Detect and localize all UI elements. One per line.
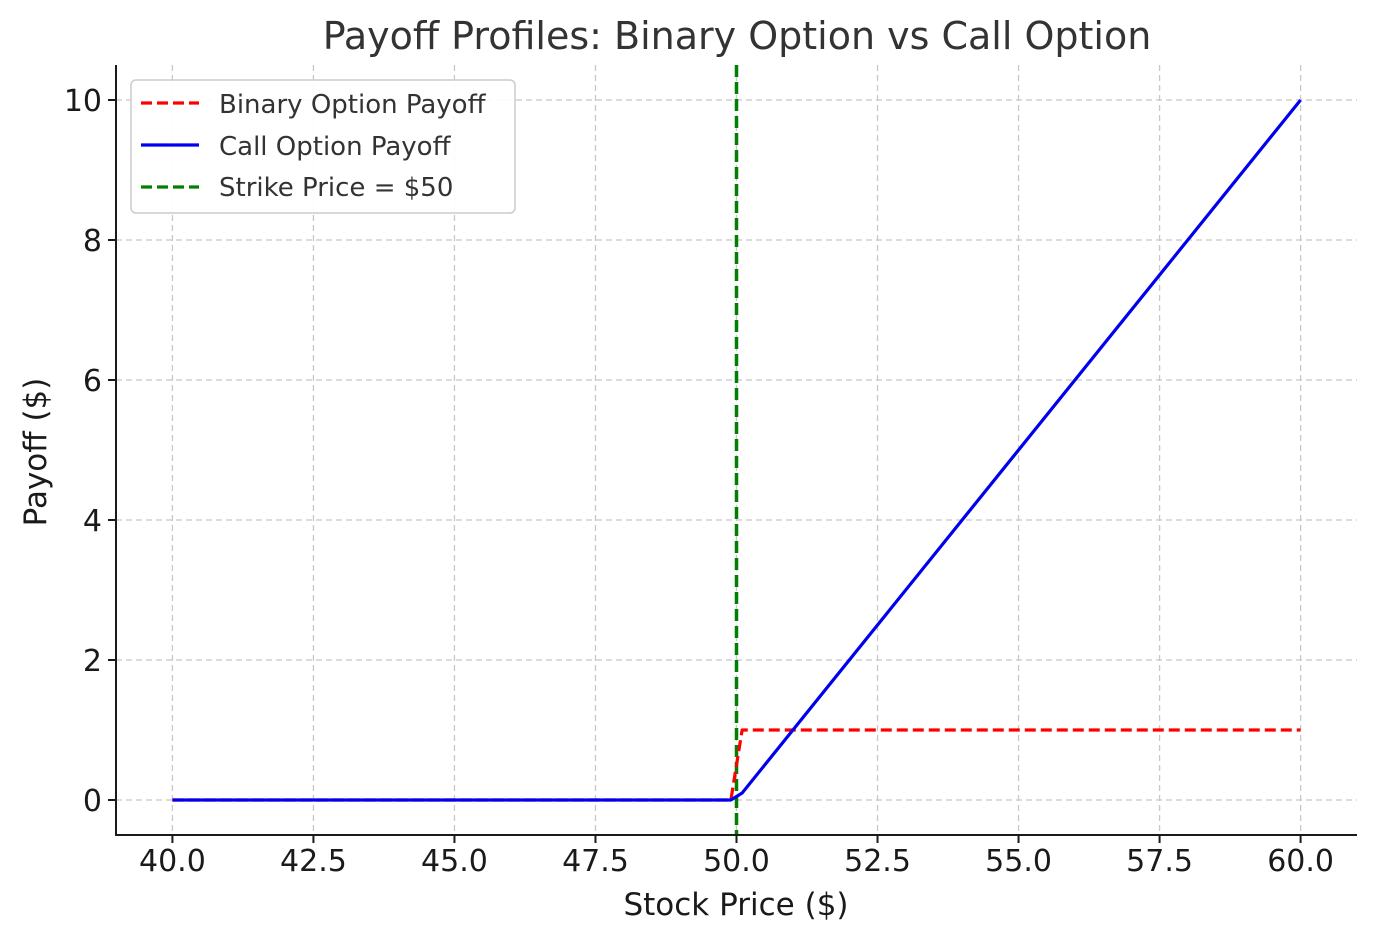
y-tick-label: 2 xyxy=(83,644,102,679)
call-option-payoff-line xyxy=(172,98,1302,802)
y-tick-label: 6 xyxy=(83,364,102,399)
x-tick-label: 47.5 xyxy=(562,844,629,879)
x-tick-label: 40.0 xyxy=(139,844,206,879)
axes xyxy=(115,65,1357,836)
y-tick-label: 0 xyxy=(83,784,102,819)
y-axis-ticks: 0 2 4 6 8 10 xyxy=(64,84,116,819)
x-tick-label: 42.5 xyxy=(280,844,347,879)
axis-spines xyxy=(115,65,1357,836)
legend-label-binary: Binary Option Payoff xyxy=(219,90,487,120)
x-axis-label: Stock Price ($) xyxy=(623,887,848,923)
x-tick-label: 55.0 xyxy=(985,844,1052,879)
legend: Binary Option Payoff Call Option Payoff … xyxy=(130,79,516,214)
x-tick-label: 52.5 xyxy=(844,844,911,879)
x-tick-label: 50.0 xyxy=(703,844,770,879)
y-tick-label: 10 xyxy=(64,84,102,119)
y-tick-label: 8 xyxy=(83,224,102,259)
y-axis-label: Payoff ($) xyxy=(18,378,54,527)
x-tick-label: 57.5 xyxy=(1126,844,1193,879)
legend-frame xyxy=(130,79,516,214)
x-axis-ticks: 40.0 42.5 45.0 47.5 50.0 52.5 55.0 57.5 60.0 xyxy=(139,835,1334,879)
x-tick-label: 60.0 xyxy=(1267,844,1334,879)
legend-label-call: Call Option Payoff xyxy=(219,132,452,162)
plot-series xyxy=(172,65,1302,835)
y-tick-label: 4 xyxy=(83,504,102,539)
x-tick-label: 45.0 xyxy=(421,844,488,879)
chart-title: Payoff Profiles: Binary Option vs Call O… xyxy=(323,14,1152,58)
legend-label-strike: Strike Price = $50 xyxy=(219,173,453,203)
